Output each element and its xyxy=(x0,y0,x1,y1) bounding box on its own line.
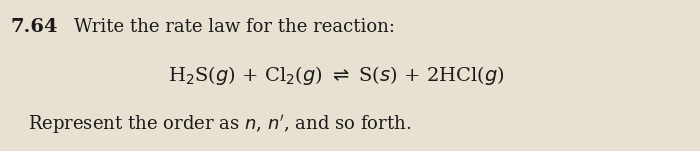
Text: H$_2$S($g$) + Cl$_2$($g$) $\rightleftharpoons$ S($s$) + 2HCl($g$): H$_2$S($g$) + Cl$_2$($g$) $\rightlefthar… xyxy=(168,64,504,87)
Text: Represent the order as $n$, $n'$, and so forth.: Represent the order as $n$, $n'$, and so… xyxy=(28,113,411,136)
Text: 7.64: 7.64 xyxy=(10,18,58,36)
Text: Write the rate law for the reaction:: Write the rate law for the reaction: xyxy=(74,18,395,36)
